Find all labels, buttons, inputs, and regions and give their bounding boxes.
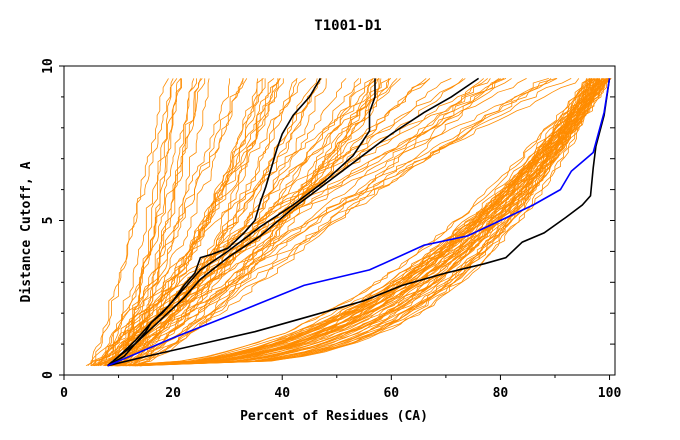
model-line <box>116 78 210 367</box>
model-line <box>115 78 203 366</box>
model-line <box>99 78 505 367</box>
model-line <box>122 78 572 366</box>
model-line <box>103 78 501 366</box>
highlight-line-2 <box>107 78 376 367</box>
axes: 0 20 40 60 80 100 0 5 10 <box>41 58 621 401</box>
model-line <box>140 78 603 367</box>
x-tick-label: 0 <box>60 386 68 401</box>
model-line <box>117 78 590 367</box>
highlight-line-1 <box>107 77 322 367</box>
model-line <box>125 78 380 367</box>
highlight-line-3 <box>107 77 480 367</box>
model-line <box>117 78 360 367</box>
model-line <box>90 78 374 366</box>
model-line <box>90 78 206 366</box>
x-tick-label: 40 <box>274 386 290 401</box>
y-tick-label: 0 <box>41 371 56 379</box>
highlight-line-4 <box>107 78 611 367</box>
model-line <box>90 78 244 366</box>
model-line <box>111 78 606 367</box>
x-axis-label: Percent of Residues (CA) <box>240 409 428 424</box>
model-line <box>134 78 401 366</box>
y-tick-label: 10 <box>41 58 56 74</box>
x-tick-label: 20 <box>165 386 181 401</box>
model-line <box>96 78 264 367</box>
model-line <box>118 78 201 367</box>
model-line <box>140 78 587 367</box>
background-model-lines <box>85 78 612 367</box>
model-line <box>95 78 248 367</box>
model-line <box>137 78 549 366</box>
model-line <box>106 78 427 367</box>
chart-title: T1001-D1 <box>314 18 381 34</box>
model-line <box>115 78 593 367</box>
model-line <box>113 78 182 366</box>
model-line <box>113 78 558 366</box>
model-line <box>109 78 279 366</box>
model-line <box>136 78 593 367</box>
x-tick-label: 80 <box>493 386 509 401</box>
highlight-line-5 <box>107 78 611 367</box>
model-line <box>117 78 591 367</box>
model-line <box>101 78 527 366</box>
model-line <box>87 78 178 366</box>
model-line <box>103 78 391 367</box>
model-line <box>120 78 281 366</box>
model-line <box>129 78 379 367</box>
y-tick-label: 5 <box>41 217 56 225</box>
y-axis-label: Distance Cutoff, A <box>19 161 34 302</box>
model-line <box>122 78 507 367</box>
model-line <box>105 78 552 366</box>
model-line <box>108 78 391 367</box>
model-line <box>110 78 182 366</box>
model-line <box>129 78 322 367</box>
model-line <box>116 78 601 367</box>
model-line <box>118 78 596 367</box>
model-line <box>114 78 605 367</box>
model-line <box>104 78 318 367</box>
model-line <box>95 78 169 366</box>
x-tick-label: 100 <box>598 386 622 401</box>
model-line <box>109 78 297 367</box>
model-line <box>135 78 484 367</box>
highlight-series-lines <box>107 77 611 367</box>
model-line <box>112 78 284 366</box>
model-line <box>124 78 323 366</box>
x-tick-label: 60 <box>383 386 399 401</box>
